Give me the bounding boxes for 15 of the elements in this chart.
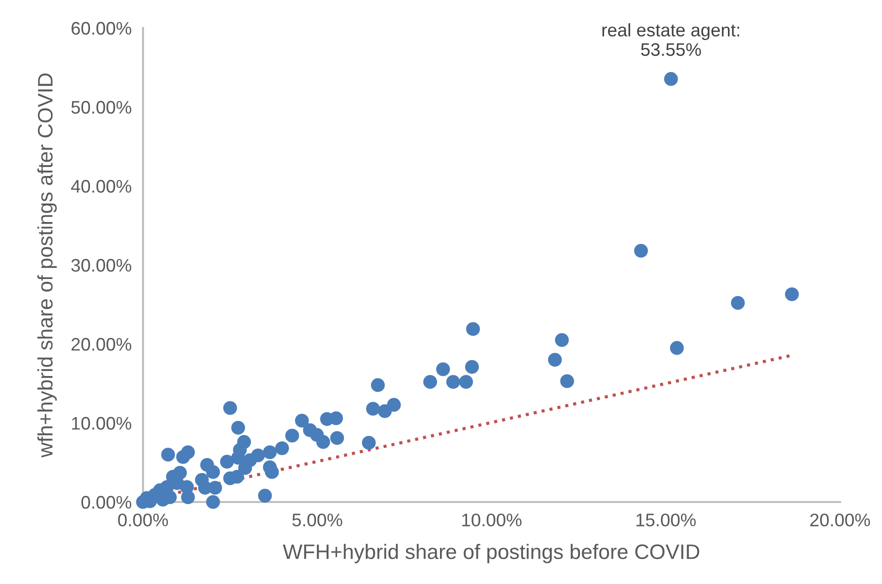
x-tick-label: 0.00% [118,514,168,526]
x-axis-title: WFH+hybrid share of postings before COVID [282,544,700,564]
y-tick-label: 0.00% [81,496,132,509]
annotation: real estate agent: 53.55% [602,23,740,56]
y-tick-label: 10.00% [72,416,132,430]
x-tick-label: 15.00% [636,514,696,526]
y-tick-label: 60.00% [72,22,132,35]
y-tick-label: 20.00% [72,338,132,351]
x-tick-label: 20.00% [810,514,870,526]
x-tick-label: 10.00% [462,514,522,526]
y-tick-label: 30.00% [71,258,132,272]
x-tick-label: 5.00% [292,514,342,526]
y-axis-title: wfh+hybrid share of postings after COVID [37,73,57,458]
y-tick-label: 50.00% [71,100,132,114]
y-tick-label: 40.00% [71,180,132,193]
